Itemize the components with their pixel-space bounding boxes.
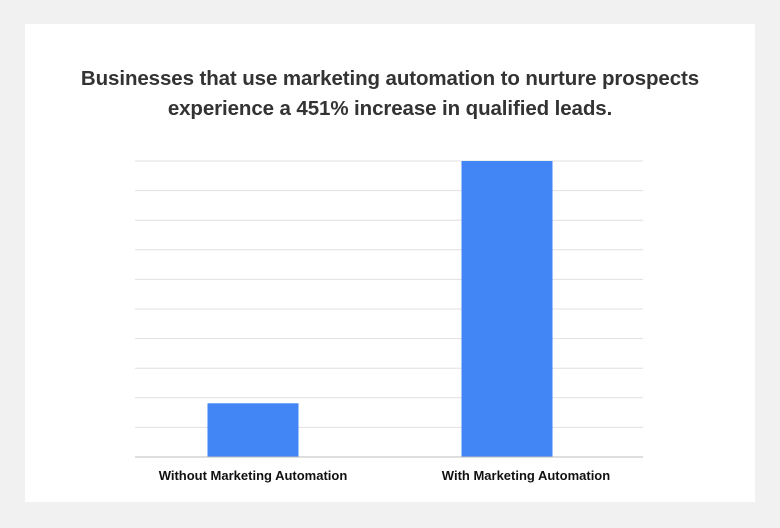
chart-card: Businesses that use marketing automation… — [25, 24, 755, 502]
bar-with-automation — [461, 161, 553, 457]
chart-title: Businesses that use marketing automation… — [25, 64, 755, 124]
bar-chart: Without Marketing Automation With Market… — [135, 160, 643, 483]
bars — [207, 161, 553, 457]
x-tick-label-with-automation: With Marketing Automation — [442, 468, 610, 483]
chart-title-line-2: experience a 451% increase in qualified … — [167, 97, 613, 120]
gridlines — [135, 160, 643, 428]
x-tick-label-without-automation: Without Marketing Automation — [159, 468, 348, 483]
chart-title-line-1: Businesses that use marketing automation… — [80, 67, 700, 90]
x-tick-labels: Without Marketing Automation With Market… — [159, 468, 611, 483]
bar-without-automation — [207, 403, 299, 457]
